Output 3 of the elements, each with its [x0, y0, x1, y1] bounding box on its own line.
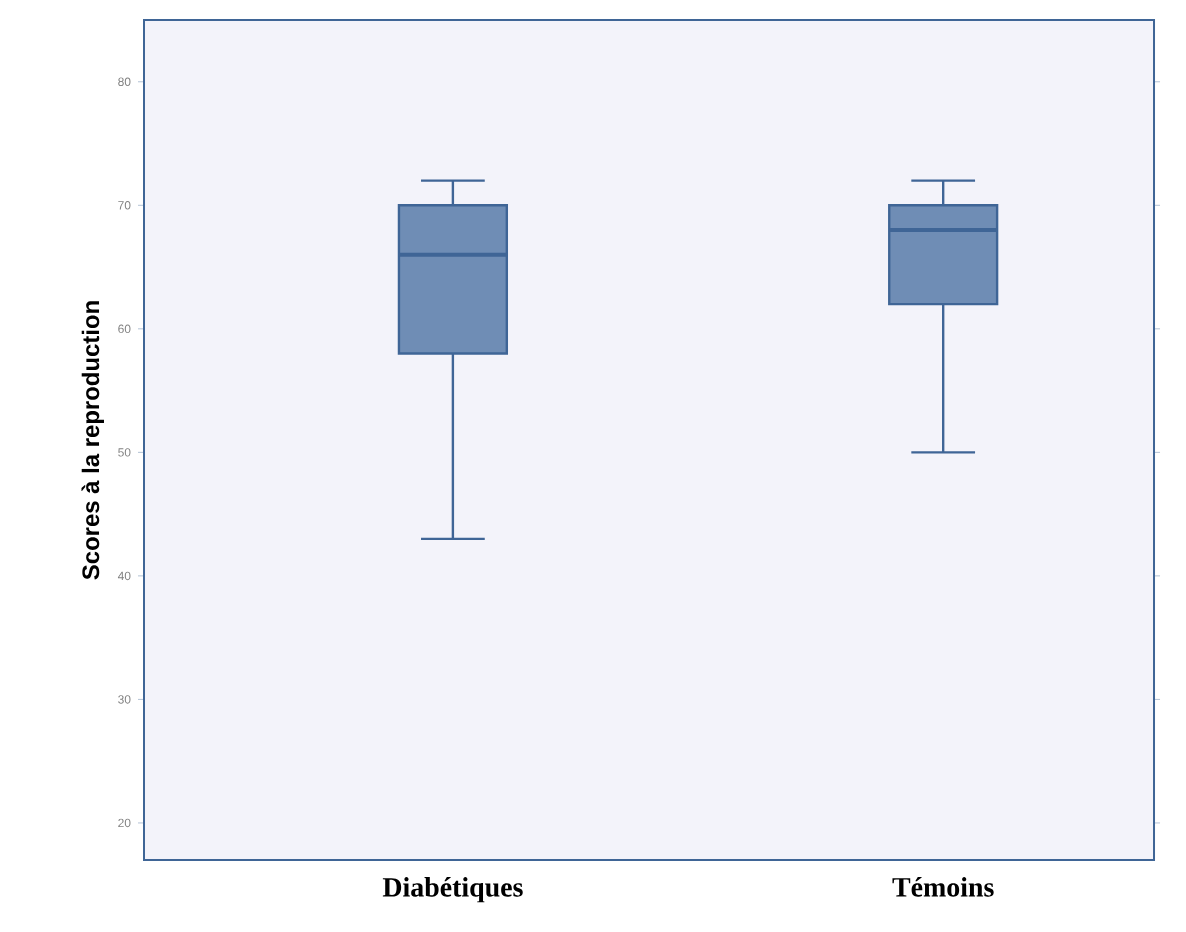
x-tick-label: Témoins — [892, 877, 994, 897]
y-axis-title: Scores à la reproduction — [81, 301, 104, 580]
x-tick-label: Diabétiques — [382, 877, 523, 903]
